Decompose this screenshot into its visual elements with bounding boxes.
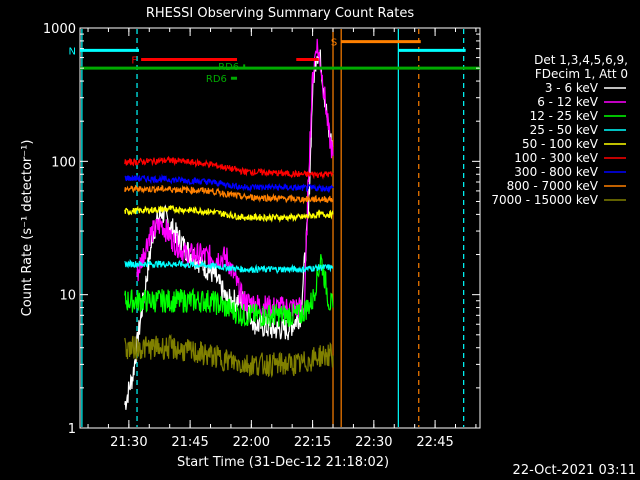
series-line-800-7000-kev xyxy=(124,184,334,205)
annotation-label-1: F xyxy=(131,56,137,67)
legend-label-2: 12 - 25 keV xyxy=(530,109,599,123)
series-line-25-50-kev xyxy=(124,259,334,275)
annotation-label-4: S xyxy=(331,38,337,49)
y-tick-label-100: 100 xyxy=(51,155,76,170)
series-line-12-25-kev xyxy=(124,254,334,328)
legend-label-0: 3 - 6 keV xyxy=(545,81,599,95)
series-line-50-100-kev xyxy=(124,204,334,223)
legend-label-7: 800 - 7000 keV xyxy=(507,179,599,193)
legend-label-6: 300 - 800 keV xyxy=(514,165,598,179)
legend-label-1: 6 - 12 keV xyxy=(537,95,599,109)
legend-label-3: 25 - 50 keV xyxy=(530,123,599,137)
series-line-100-300-kev xyxy=(124,155,334,180)
series-line-300-800-kev xyxy=(124,173,334,194)
y-axis-label: Count Rate (s⁻¹ detector⁻¹) xyxy=(20,140,35,317)
series-line-7000-15000-kev xyxy=(124,333,334,379)
plot-frame xyxy=(79,27,481,429)
x-tick-label-21:45: 21:45 xyxy=(171,435,208,450)
series-line-6-12-kev xyxy=(136,38,334,320)
footer-timestamp: 22-Oct-2021 03:11 xyxy=(513,463,636,478)
legend-label-5: 100 - 300 keV xyxy=(514,151,598,165)
x-tick-label-21:30: 21:30 xyxy=(110,435,147,450)
x-tick-label-22:00: 22:00 xyxy=(233,435,270,450)
legend-header-0: Det 1,3,4,5,6,9, xyxy=(534,53,628,67)
annotation-label-2: RD6 xyxy=(206,74,227,85)
y-tick-label-10: 10 xyxy=(59,289,76,304)
y-tick-label-1000: 1000 xyxy=(43,22,76,37)
y-tick-label-1: 1 xyxy=(68,422,76,437)
x-tick-label-22:45: 22:45 xyxy=(416,435,453,450)
x-tick-label-22:15: 22:15 xyxy=(294,435,331,450)
legend-header-1: FDecim 1, Att 0 xyxy=(535,67,628,81)
x-tick-label-22:30: 22:30 xyxy=(355,435,392,450)
chart-title: RHESSI Observing Summary Count Rates xyxy=(146,6,415,21)
x-axis-label: Start Time (31-Dec-12 21:18:02) xyxy=(177,455,389,470)
annotation-label-0: N xyxy=(69,46,76,57)
legend-label-8: 7000 - 15000 keV xyxy=(491,193,598,207)
legend-label-4: 50 - 100 keV xyxy=(522,137,599,151)
